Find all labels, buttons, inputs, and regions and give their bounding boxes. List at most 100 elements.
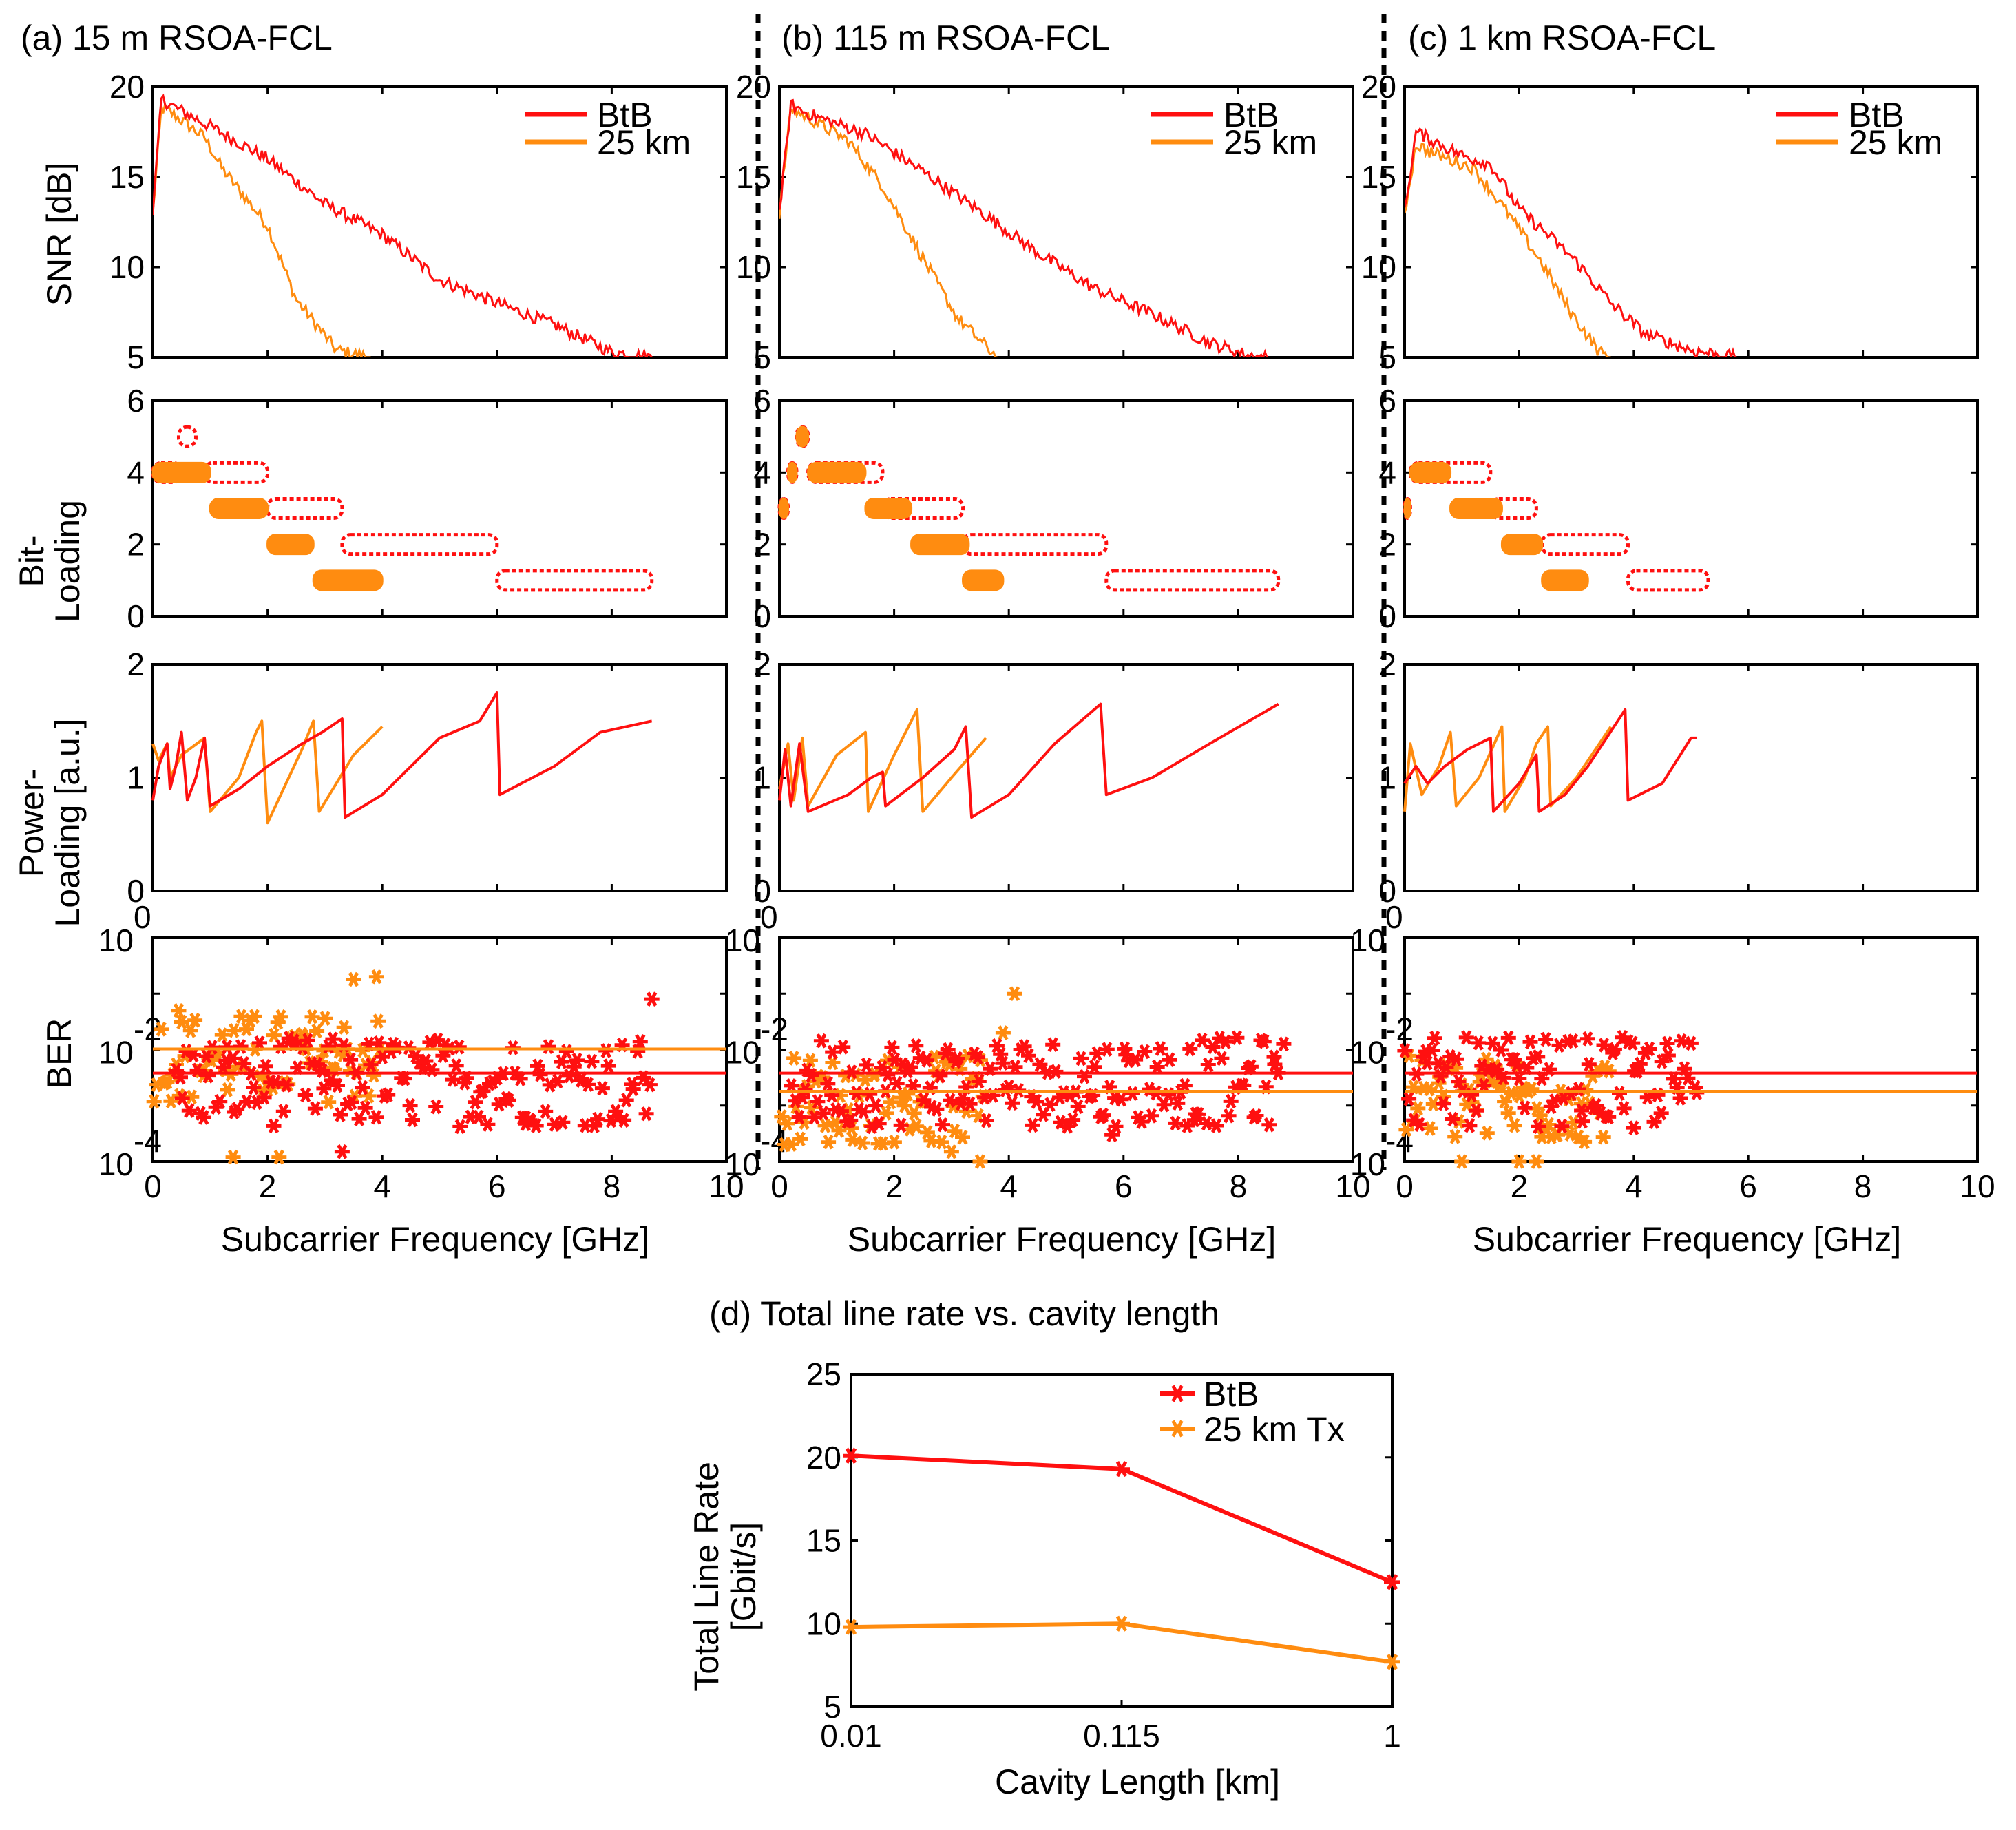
ber-marker bbox=[1672, 1091, 1688, 1106]
ber-marker bbox=[1095, 1107, 1111, 1123]
bit-loading-bar-btb bbox=[495, 569, 654, 592]
ber-marker bbox=[357, 1100, 373, 1116]
bit-y-tick-label: 4 bbox=[127, 454, 145, 490]
bit-y-tick-label: 2 bbox=[1378, 527, 1396, 562]
ber-marker bbox=[174, 1014, 189, 1030]
ber-marker bbox=[1086, 1059, 1102, 1075]
bit-loading-bar-km25 bbox=[1500, 534, 1544, 556]
ber-marker bbox=[1531, 1119, 1546, 1134]
ber-marker bbox=[246, 1080, 262, 1095]
ber-marker bbox=[1532, 1107, 1548, 1123]
ber-marker bbox=[1199, 1115, 1215, 1131]
ber-marker bbox=[638, 1106, 654, 1122]
ber-marker bbox=[1500, 1105, 1516, 1121]
axes-frame-1-snr bbox=[778, 85, 1354, 359]
ber-marker bbox=[1410, 1101, 1426, 1116]
x-tick-label: 2 bbox=[1511, 1168, 1529, 1204]
ber-marker bbox=[916, 1092, 932, 1108]
ber-marker bbox=[271, 1149, 287, 1165]
ber-marker bbox=[1476, 1077, 1492, 1093]
snr-y-tick-label: 15 bbox=[736, 159, 771, 195]
ber-marker bbox=[1153, 1041, 1168, 1056]
bit-y-tick-label: 6 bbox=[1378, 383, 1396, 419]
ber-marker bbox=[1221, 1108, 1237, 1124]
ber-marker bbox=[1601, 1109, 1617, 1125]
pwr-y-tick-label: 0 bbox=[1378, 873, 1396, 909]
bit-loading-bar-km25 bbox=[1541, 569, 1589, 591]
ber-marker bbox=[598, 1043, 614, 1058]
ber-marker bbox=[600, 1058, 616, 1073]
ber-marker bbox=[1195, 1033, 1210, 1048]
ber-marker bbox=[618, 1093, 634, 1108]
ber-marker bbox=[1646, 1114, 1662, 1130]
pwr-y-tick-label: 2 bbox=[753, 646, 771, 682]
ber-marker bbox=[962, 1096, 978, 1112]
snr-y-tick-label: 10 bbox=[109, 249, 145, 285]
ber-marker bbox=[380, 1087, 396, 1102]
ber-y-tick-label: 10 bbox=[725, 923, 760, 958]
ber-marker bbox=[181, 1103, 197, 1118]
ber-marker bbox=[1659, 1035, 1675, 1051]
panel-d-x-tick-label: 0.01 bbox=[820, 1718, 882, 1754]
x-tick-label: 6 bbox=[1115, 1168, 1133, 1204]
snr-y-tick-label: 20 bbox=[736, 69, 771, 105]
ber-marker bbox=[889, 1075, 905, 1091]
ber-marker bbox=[334, 1144, 350, 1159]
ber-marker bbox=[1575, 1113, 1590, 1129]
panel-a-title: (a) 15 m RSOA-FCL bbox=[21, 19, 333, 57]
panel-b-xlabel: Subcarrier Frequency [GHz] bbox=[848, 1220, 1276, 1259]
ber-marker bbox=[1596, 1038, 1612, 1053]
ber-marker bbox=[590, 1111, 606, 1127]
ber-marker bbox=[1641, 1041, 1657, 1057]
ber-marker bbox=[304, 1009, 320, 1024]
ber-marker bbox=[868, 1097, 883, 1113]
panel-d-legend-btb: BtB bbox=[1204, 1375, 1259, 1413]
bit-loading-bar-btb bbox=[1626, 569, 1710, 592]
ber-marker bbox=[1053, 1115, 1069, 1130]
ber-marker bbox=[550, 1073, 565, 1089]
ber-marker bbox=[815, 1106, 831, 1121]
ber-marker bbox=[977, 1090, 993, 1105]
x-tick-label: 10 bbox=[708, 1168, 744, 1204]
ber-marker bbox=[935, 1117, 950, 1133]
ber-marker bbox=[616, 1113, 632, 1128]
x-tick-label: 10 bbox=[1960, 1168, 1995, 1204]
ber-marker bbox=[886, 1135, 902, 1150]
ber-marker bbox=[804, 1067, 819, 1083]
ber-marker bbox=[943, 1144, 959, 1159]
ber-marker bbox=[995, 1055, 1011, 1071]
snr-line-km25 bbox=[1405, 142, 1611, 357]
ber-y-tick-label: 10 bbox=[98, 1146, 134, 1182]
panel-d-title: (d) Total line rate vs. cavity length bbox=[709, 1294, 1219, 1333]
snr-line-btb bbox=[153, 93, 653, 357]
ber-marker bbox=[972, 1154, 988, 1169]
bit-loading-bar-km25 bbox=[778, 498, 789, 519]
ber-marker bbox=[225, 1149, 241, 1165]
ber-y-tick-label: 10 bbox=[98, 923, 134, 958]
ber-marker bbox=[1616, 1101, 1632, 1116]
pwr-y-tick-label: 0 bbox=[753, 873, 771, 909]
ber-marker bbox=[1128, 1052, 1144, 1067]
bit-y-tick-label: 4 bbox=[753, 454, 771, 490]
ber-marker bbox=[1099, 1042, 1115, 1057]
snr-series-group bbox=[153, 93, 653, 357]
pwr-line-25km bbox=[778, 708, 987, 813]
ber-marker bbox=[471, 1109, 486, 1125]
legend-label-btb: BtB bbox=[1849, 96, 1904, 134]
ber-marker bbox=[1113, 1091, 1129, 1107]
snr-y-tick-label: 20 bbox=[109, 69, 145, 105]
ber-marker bbox=[1256, 1033, 1272, 1049]
ber-marker bbox=[919, 1053, 935, 1068]
ber-marker bbox=[344, 1095, 359, 1110]
ber-marker bbox=[932, 1069, 948, 1084]
bit-loading-bar-btb bbox=[340, 533, 499, 556]
ber-marker bbox=[1229, 1030, 1245, 1046]
ber-marker bbox=[256, 1090, 272, 1105]
panel-d-ylabel-1: Total Line Rate bbox=[687, 1462, 726, 1692]
ber-marker bbox=[1398, 1122, 1414, 1137]
ber-marker bbox=[1007, 986, 1022, 1002]
ber-marker bbox=[273, 1009, 288, 1024]
ber-y-tick-exp: -4 bbox=[134, 1123, 162, 1159]
ber-marker bbox=[300, 1033, 315, 1049]
